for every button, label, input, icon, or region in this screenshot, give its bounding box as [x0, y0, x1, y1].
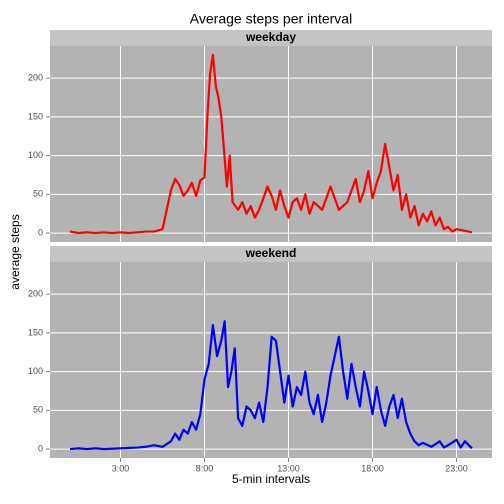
strip-label: weekend — [245, 246, 297, 260]
chart-title: Average steps per interval — [190, 11, 352, 27]
strip — [50, 246, 492, 262]
x-tick-label: 13:00 — [277, 463, 300, 473]
y-tick-label: 100 — [28, 150, 43, 160]
y-tick-label: 200 — [28, 289, 43, 299]
data-line — [69, 53, 473, 235]
y-axis-label: average steps — [8, 214, 22, 289]
x-axis-label: 5-min intervals — [232, 472, 310, 486]
x-tick-label: 3:00 — [112, 463, 130, 473]
y-tick-label: 50 — [33, 405, 43, 415]
y-tick-label: 0 — [38, 443, 43, 453]
x-tick-label: 18:00 — [361, 463, 384, 473]
y-tick-label: 0 — [38, 227, 43, 237]
x-tick-label: 8:00 — [196, 463, 214, 473]
strip — [50, 30, 492, 46]
y-tick-label: 200 — [28, 73, 43, 83]
y-tick-label: 150 — [28, 327, 43, 337]
y-tick-label: 50 — [33, 189, 43, 199]
panel — [50, 46, 492, 242]
strip-label: weekday — [245, 30, 296, 44]
x-tick-label: 23:00 — [445, 463, 468, 473]
data-line — [69, 320, 473, 451]
y-tick-label: 150 — [28, 111, 43, 121]
y-tick-label: 100 — [28, 366, 43, 376]
panel — [50, 262, 492, 458]
